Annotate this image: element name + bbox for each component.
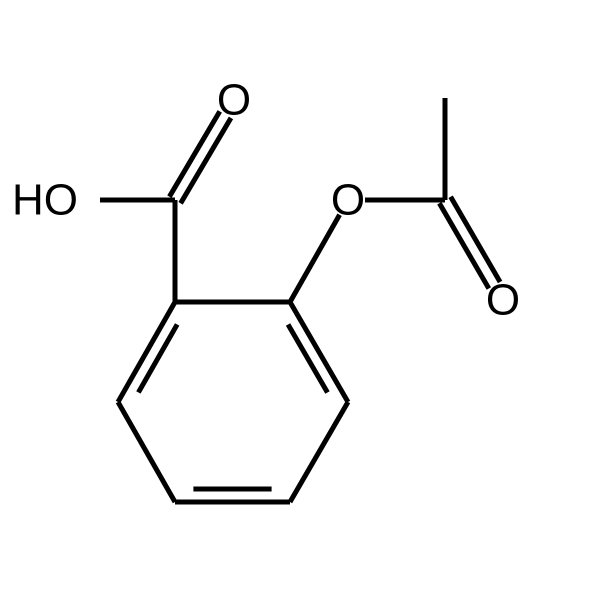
chemical-structure-svg: O HO O O [0,0,600,600]
bond-line [290,302,348,402]
atom-label-o12: O [486,276,520,325]
atom-label-o9: HO [12,176,78,225]
bonds-group [100,98,500,502]
atom-label-o10: O [331,176,365,225]
atom-label-o8: O [217,76,251,125]
bond-line [118,402,175,502]
bond-line [290,402,348,502]
bond-line [290,215,340,302]
bond-line [118,302,175,402]
